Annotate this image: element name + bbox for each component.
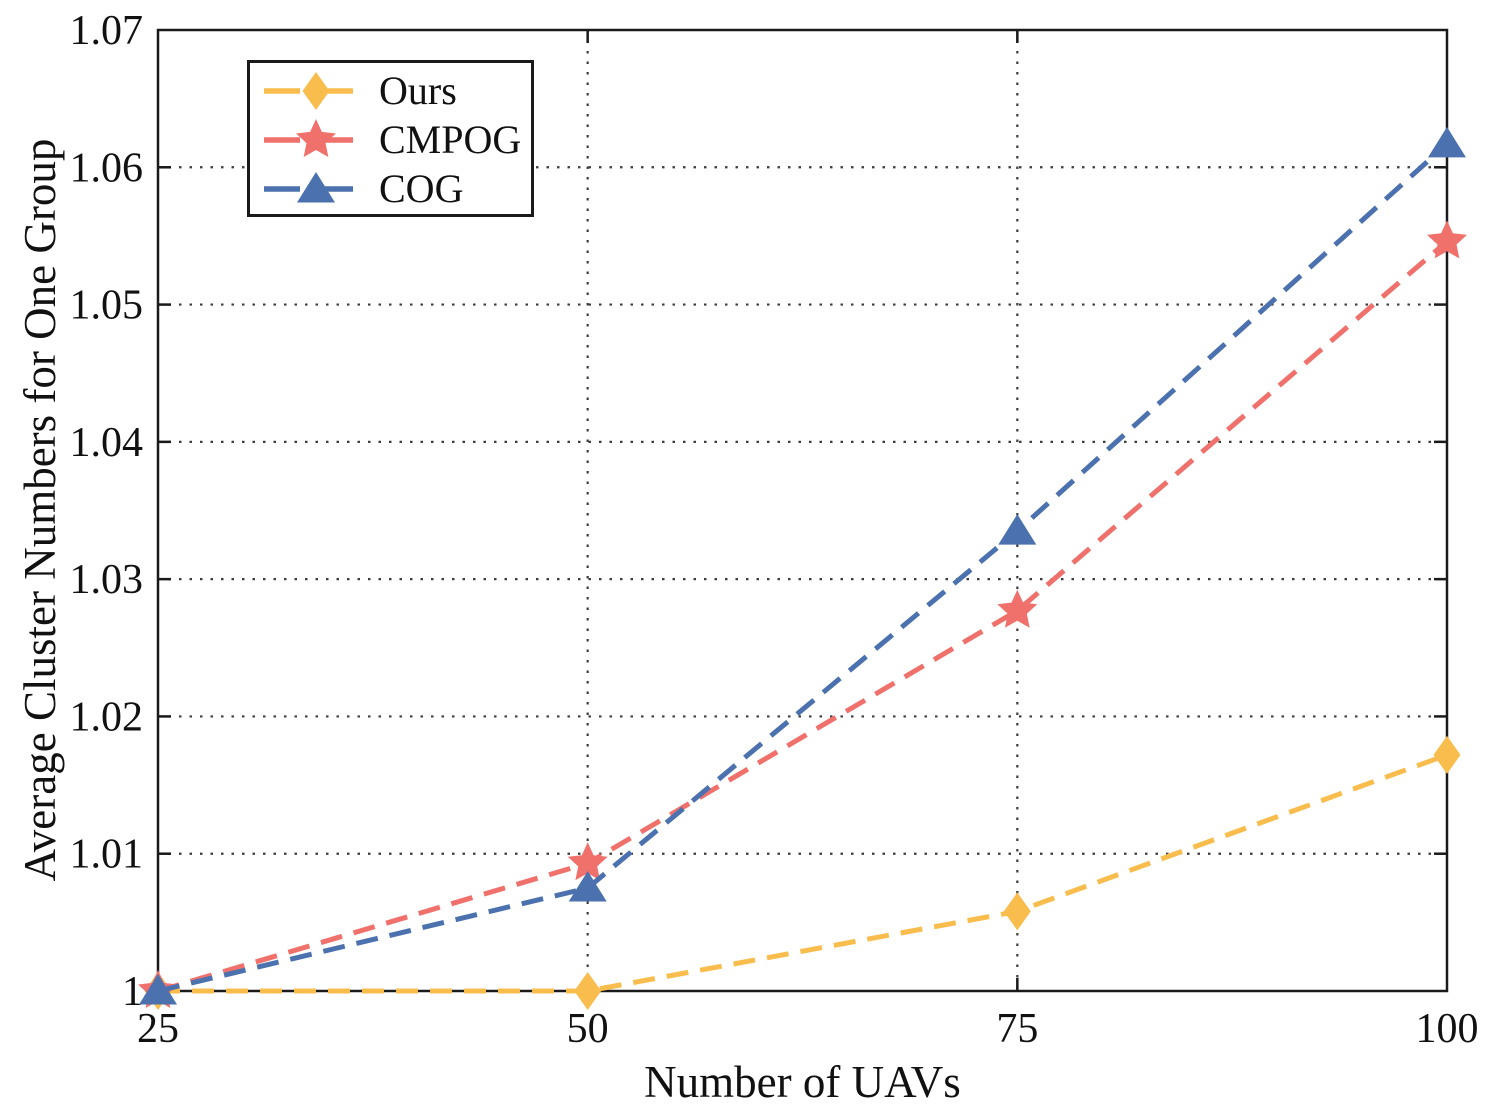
y-tick-label: 1.06 [70, 145, 144, 191]
x-axis-title: Number of UAVs [644, 1057, 961, 1107]
ours-marker-diamond [1003, 892, 1031, 931]
x-tick-label: 75 [996, 1006, 1038, 1052]
legend-marker-triangle [297, 172, 335, 203]
legend-item-cog: COG [260, 165, 531, 213]
cog-marker-triangle [998, 514, 1037, 545]
legend: Ours CMPOG COG [247, 60, 534, 217]
ours-line-marker-icon [264, 71, 368, 110]
cog-line-marker-icon [264, 172, 368, 203]
y-axis-title: Average Cluster Numbers for One Group [15, 138, 65, 882]
y-tick-label: 1.07 [70, 8, 144, 54]
cog-marker-triangle [1428, 126, 1466, 158]
legend-label-cog: COG [379, 166, 464, 212]
y-tick-label: 1.01 [70, 832, 144, 878]
cog-line [157, 142, 1449, 994]
legend-label-cmpog: CMPOG [379, 116, 522, 162]
cmpog-line [157, 239, 1449, 994]
legend-marker-star [296, 118, 336, 157]
x-tick-label: 100 [1416, 1006, 1479, 1052]
legend-item-cmpog: CMPOG [260, 116, 531, 164]
cog-marker-triangle [568, 871, 607, 902]
ours-line [158, 752, 1448, 994]
y-tick-label: 1 [122, 969, 143, 1015]
y-tick-label: 1.05 [70, 283, 144, 329]
cmpog-line-marker-icon [264, 118, 368, 157]
ours-marker-diamond [1433, 735, 1461, 774]
legend-item-ours: Ours [260, 67, 531, 115]
legend-label-ours: Ours [379, 67, 457, 113]
ours-marker-diamond [574, 972, 602, 1010]
y-tick-label: 1.02 [70, 694, 144, 740]
y-tick-label: 1.04 [70, 420, 144, 466]
axes-box [156, 28, 1449, 993]
x-tick-label: 25 [137, 1006, 179, 1052]
cmpog-marker-star [567, 842, 608, 881]
legend-marker-diamond [302, 71, 330, 110]
x-tick-label: 50 [567, 1006, 609, 1052]
cmpog-marker-star [997, 589, 1038, 628]
y-tick-label: 1.03 [70, 557, 144, 603]
cmpog-marker-star [1427, 220, 1467, 259]
cog-marker-triangle [139, 974, 177, 1005]
